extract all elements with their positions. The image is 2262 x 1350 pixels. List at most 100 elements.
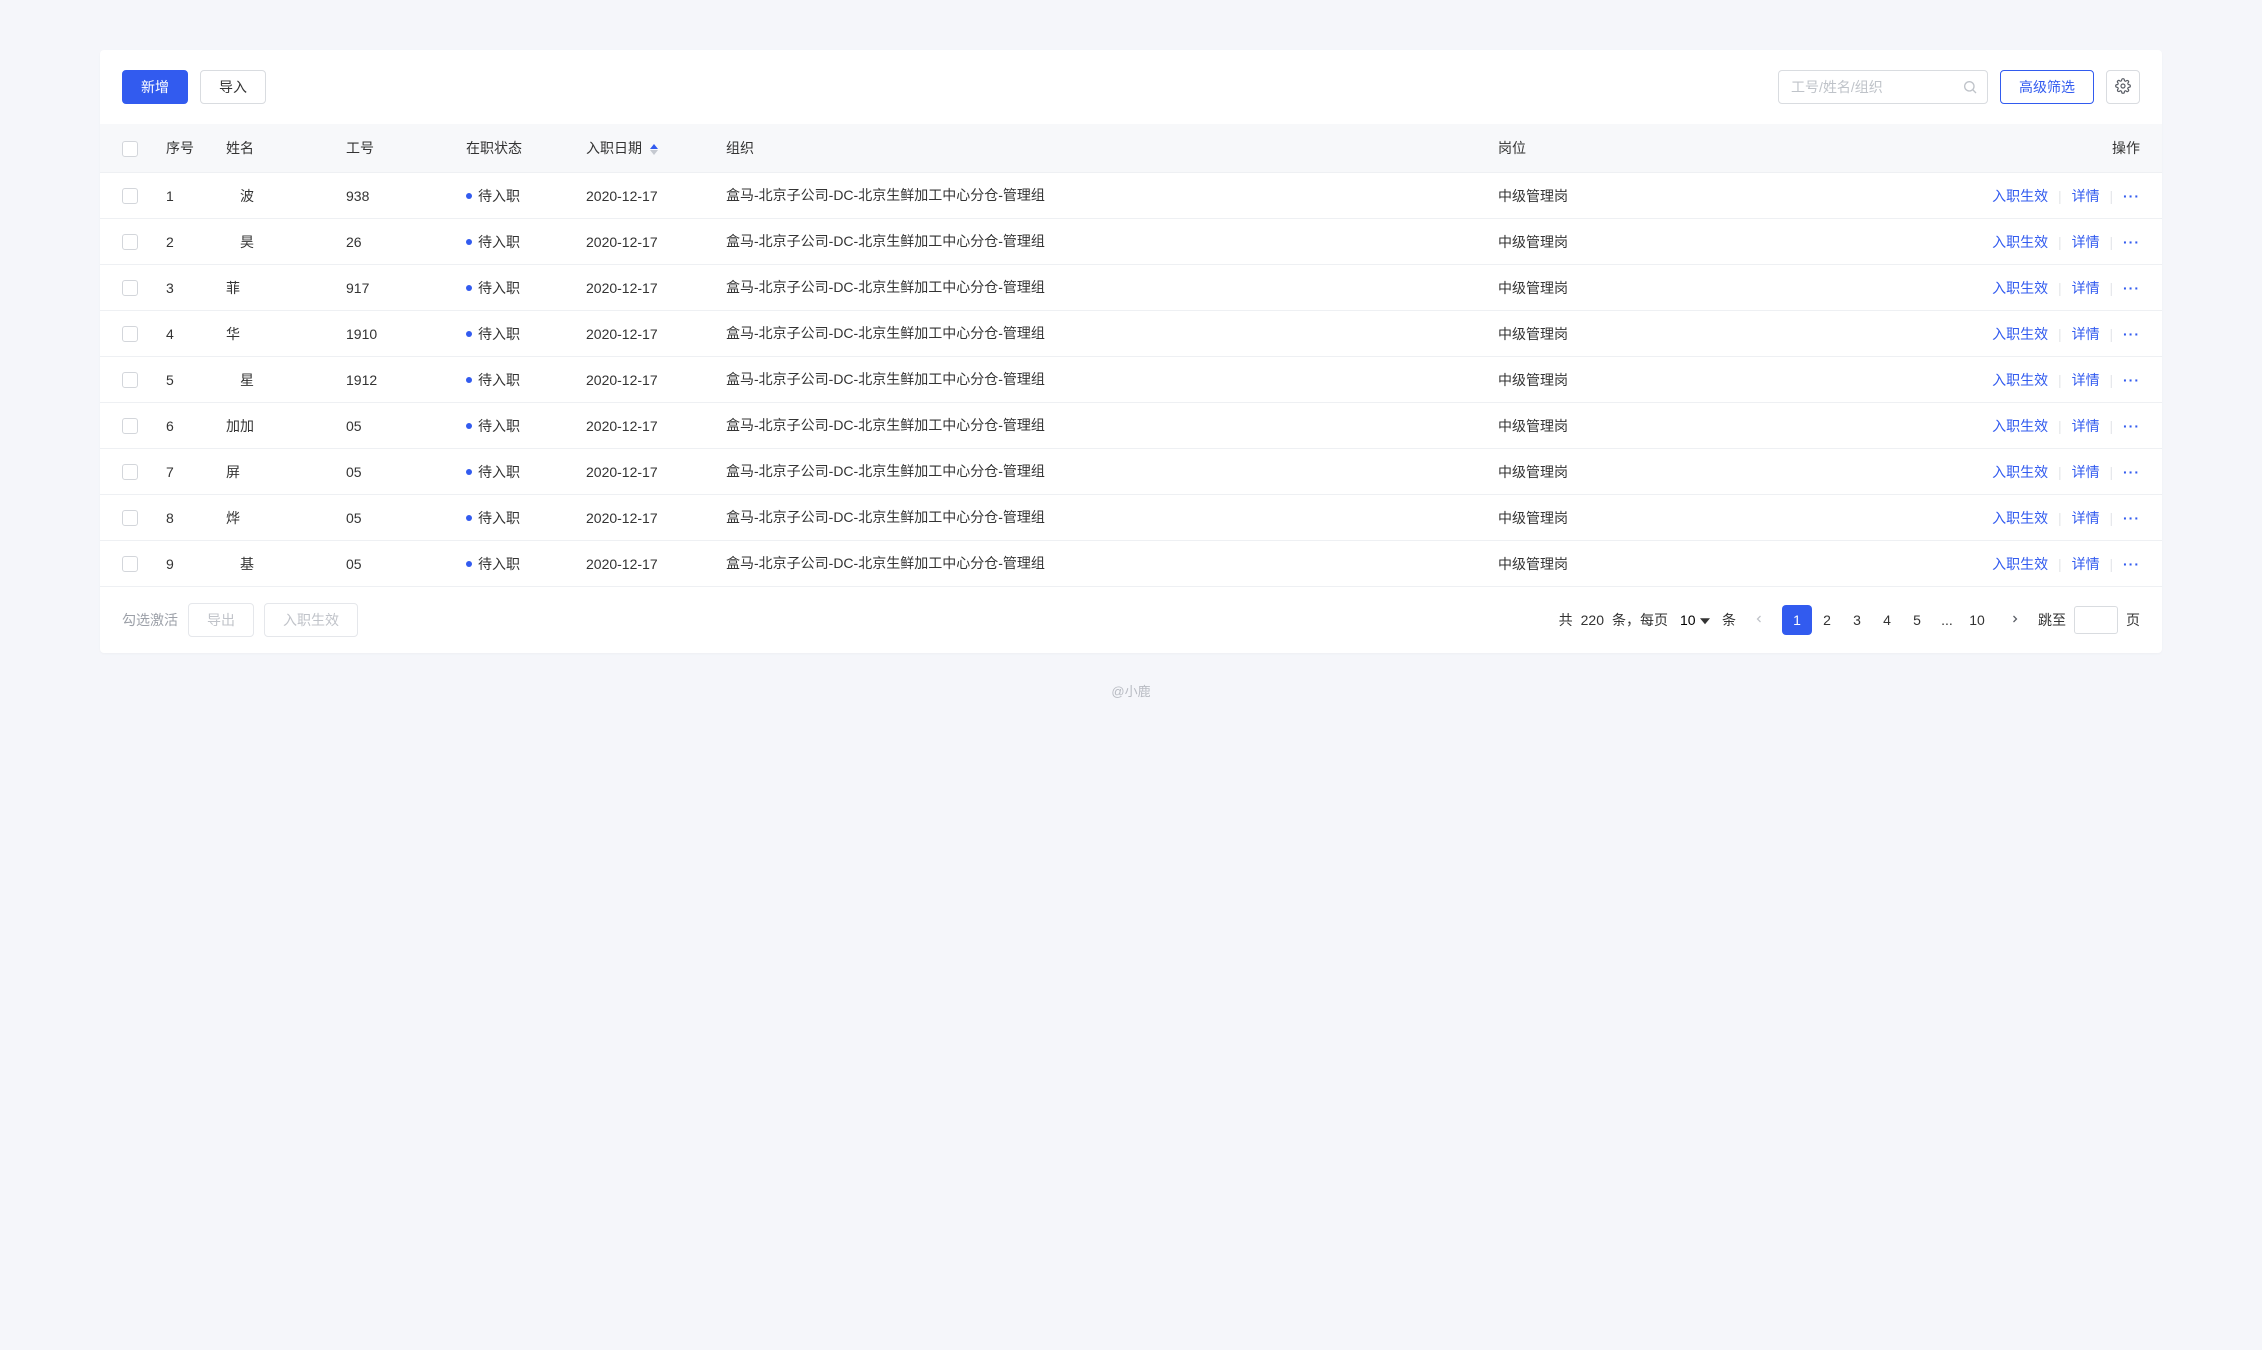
page-size-select[interactable]: 10 — [1676, 610, 1714, 630]
cell-actions: 入职生效 | 详情 | ··· — [1628, 173, 2162, 219]
page-number-button[interactable]: 5 — [1902, 605, 1932, 635]
row-more-button[interactable]: ··· — [2123, 464, 2140, 480]
cell-org: 盒马-北京子公司-DC-北京生鲜加工中心分仓-管理组 — [716, 265, 1488, 311]
row-more-button[interactable]: ··· — [2123, 510, 2140, 526]
jump-page-input[interactable] — [2074, 606, 2118, 634]
row-activate-link[interactable]: 入职生效 — [1992, 510, 2048, 526]
cell-empno: 05 — [336, 449, 456, 495]
jump-suffix: 页 — [2126, 610, 2140, 630]
page-size-select-wrap: 10 — [1676, 610, 1714, 630]
cell-empno: 1912 — [336, 357, 456, 403]
row-checkbox[interactable] — [122, 556, 138, 572]
row-checkbox[interactable] — [122, 234, 138, 250]
row-detail-link[interactable]: 详情 — [2072, 556, 2100, 572]
cell-index: 4 — [156, 311, 216, 357]
cell-hiredate: 2020-12-17 — [576, 403, 716, 449]
cell-status: 待入职 — [456, 173, 576, 219]
row-detail-link[interactable]: 详情 — [2072, 372, 2100, 388]
row-checkbox[interactable] — [122, 418, 138, 434]
col-header-org: 组织 — [716, 124, 1488, 173]
row-more-button[interactable]: ··· — [2123, 234, 2140, 250]
page-number-button[interactable]: 10 — [1962, 605, 1992, 635]
data-table: 序号 姓名 工号 在职状态 入职日期 组织 岗位 操作 1 波 938 待入职 … — [100, 124, 2162, 586]
page-number-button[interactable]: 4 — [1872, 605, 1902, 635]
row-detail-link[interactable]: 详情 — [2072, 510, 2100, 526]
select-all-checkbox[interactable] — [122, 141, 138, 157]
pagination: 共 220 条，每页 10 条 12345...10 跳至 页 — [1559, 605, 2140, 635]
row-more-button[interactable]: ··· — [2123, 372, 2140, 388]
cell-hiredate: 2020-12-17 — [576, 495, 716, 541]
table-row: 9 基 05 待入职 2020-12-17 盒马-北京子公司-DC-北京生鲜加工… — [100, 541, 2162, 587]
page-number-button[interactable]: 3 — [1842, 605, 1872, 635]
cell-name: 波 — [216, 173, 336, 219]
row-checkbox[interactable] — [122, 464, 138, 480]
table-row: 5 星 1912 待入职 2020-12-17 盒马-北京子公司-DC-北京生鲜… — [100, 357, 2162, 403]
cell-hiredate: 2020-12-17 — [576, 219, 716, 265]
cell-hiredate: 2020-12-17 — [576, 541, 716, 587]
select-hint: 勾选激活 — [122, 610, 178, 630]
import-button[interactable]: 导入 — [200, 70, 266, 104]
row-activate-link[interactable]: 入职生效 — [1992, 418, 2048, 434]
row-detail-link[interactable]: 详情 — [2072, 326, 2100, 342]
search-input[interactable] — [1778, 70, 1988, 104]
page-next-button[interactable] — [2000, 605, 2030, 635]
cell-position: 中级管理岗 — [1488, 219, 1628, 265]
toolbar: 新增 导入 高级筛选 — [100, 50, 2162, 124]
status-dot-icon — [466, 377, 472, 383]
cell-position: 中级管理岗 — [1488, 357, 1628, 403]
footer-bar: 勾选激活 导出 入职生效 共 220 条，每页 10 条 12345...10 … — [100, 586, 2162, 653]
col-header-actions: 操作 — [1628, 124, 2162, 173]
row-checkbox[interactable] — [122, 510, 138, 526]
cell-position: 中级管理岗 — [1488, 265, 1628, 311]
cell-position: 中级管理岗 — [1488, 173, 1628, 219]
row-more-button[interactable]: ··· — [2123, 326, 2140, 342]
status-dot-icon — [466, 193, 472, 199]
settings-button[interactable] — [2106, 70, 2140, 104]
batch-activate-button[interactable]: 入职生效 — [264, 603, 358, 637]
row-activate-link[interactable]: 入职生效 — [1992, 280, 2048, 296]
cell-position: 中级管理岗 — [1488, 541, 1628, 587]
total-count: 220 — [1581, 612, 1604, 628]
row-detail-link[interactable]: 详情 — [2072, 418, 2100, 434]
cell-position: 中级管理岗 — [1488, 495, 1628, 541]
row-checkbox[interactable] — [122, 326, 138, 342]
total-prefix: 共 — [1559, 610, 1573, 630]
status-dot-icon — [466, 469, 472, 475]
row-checkbox[interactable] — [122, 372, 138, 388]
export-button[interactable]: 导出 — [188, 603, 254, 637]
row-detail-link[interactable]: 详情 — [2072, 188, 2100, 204]
row-detail-link[interactable]: 详情 — [2072, 234, 2100, 250]
row-detail-link[interactable]: 详情 — [2072, 280, 2100, 296]
row-activate-link[interactable]: 入职生效 — [1992, 556, 2048, 572]
cell-hiredate: 2020-12-17 — [576, 311, 716, 357]
cell-actions: 入职生效 | 详情 | ··· — [1628, 219, 2162, 265]
cell-org: 盒马-北京子公司-DC-北京生鲜加工中心分仓-管理组 — [716, 173, 1488, 219]
row-activate-link[interactable]: 入职生效 — [1992, 188, 2048, 204]
row-checkbox[interactable] — [122, 280, 138, 296]
cell-name: 星 — [216, 357, 336, 403]
table-row: 1 波 938 待入职 2020-12-17 盒马-北京子公司-DC-北京生鲜加… — [100, 173, 2162, 219]
row-activate-link[interactable]: 入职生效 — [1992, 234, 2048, 250]
page-prev-button[interactable] — [1744, 605, 1774, 635]
cell-status: 待入职 — [456, 311, 576, 357]
row-more-button[interactable]: ··· — [2123, 280, 2140, 296]
row-activate-link[interactable]: 入职生效 — [1992, 464, 2048, 480]
page-number-button[interactable]: 2 — [1812, 605, 1842, 635]
row-detail-link[interactable]: 详情 — [2072, 464, 2100, 480]
row-checkbox[interactable] — [122, 188, 138, 204]
row-more-button[interactable]: ··· — [2123, 188, 2140, 204]
total-suffix-2: 条 — [1722, 610, 1736, 630]
row-more-button[interactable]: ··· — [2123, 556, 2140, 572]
advanced-filter-button[interactable]: 高级筛选 — [2000, 70, 2094, 104]
table-row: 8 烨 05 待入职 2020-12-17 盒马-北京子公司-DC-北京生鲜加工… — [100, 495, 2162, 541]
jump-label: 跳至 — [2038, 610, 2066, 630]
page-number-button[interactable]: 1 — [1782, 605, 1812, 635]
table-header-row: 序号 姓名 工号 在职状态 入职日期 组织 岗位 操作 — [100, 124, 2162, 173]
add-button[interactable]: 新增 — [122, 70, 188, 104]
row-activate-link[interactable]: 入职生效 — [1992, 372, 2048, 388]
col-header-hiredate[interactable]: 入职日期 — [576, 124, 716, 173]
row-more-button[interactable]: ··· — [2123, 418, 2140, 434]
cell-actions: 入职生效 | 详情 | ··· — [1628, 495, 2162, 541]
row-activate-link[interactable]: 入职生效 — [1992, 326, 2048, 342]
cell-name: 菲 — [216, 265, 336, 311]
